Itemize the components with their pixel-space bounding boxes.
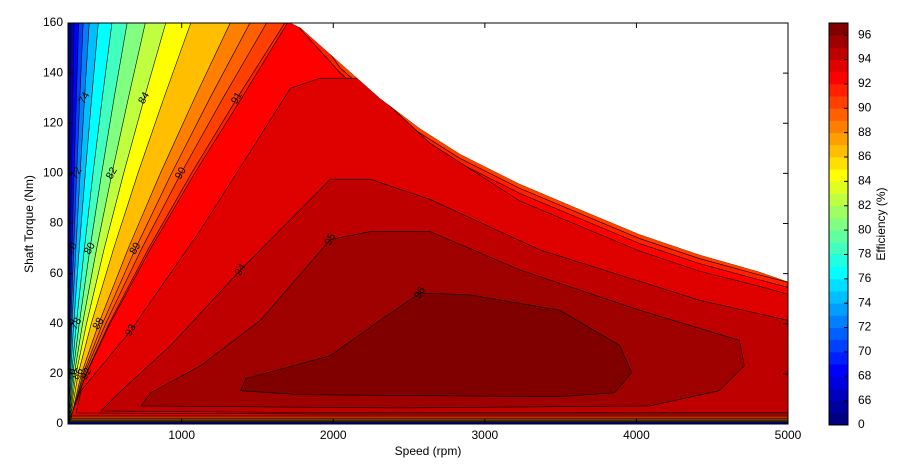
colorbar-band xyxy=(829,254,848,268)
colorbar-band xyxy=(829,242,848,255)
contour-label: 72 xyxy=(68,165,84,181)
colorbar-tick-label: 72 xyxy=(858,320,872,334)
contour-label: 74 xyxy=(76,90,92,106)
colorbar-band xyxy=(829,71,848,85)
colorbar-band xyxy=(829,108,848,121)
x-tick-label: 4000 xyxy=(623,428,650,442)
contour-fill-group xyxy=(68,23,788,424)
colorbar-band xyxy=(829,181,848,194)
contour-label: 88 xyxy=(90,315,106,331)
y-tick-label: 80 xyxy=(50,216,64,230)
x-axis-label: Speed (rpm) xyxy=(395,444,462,458)
y-tick-label: 100 xyxy=(43,166,63,180)
colorbar-tick-label: 84 xyxy=(858,174,872,188)
x-tick-label: 3000 xyxy=(471,428,498,442)
colorbar-band xyxy=(829,230,848,243)
colorbar-band xyxy=(829,132,848,146)
colorbar-band xyxy=(829,47,848,60)
colorbar-band xyxy=(829,351,848,365)
contour-label: 90 xyxy=(173,165,189,181)
contour-region xyxy=(240,292,632,397)
contour-label: 91 xyxy=(229,90,245,106)
colorbar-tick-label: 82 xyxy=(858,198,872,212)
colorbar-tick-label: 70 xyxy=(858,344,872,358)
colorbar-tick-label: 0 xyxy=(858,417,865,431)
colorbar-band xyxy=(829,83,848,97)
contour-label: 93 xyxy=(123,322,139,338)
x-tick-label: 2000 xyxy=(320,428,347,442)
colorbar-tick-label: 74 xyxy=(858,295,872,309)
colorbar-band xyxy=(829,59,848,73)
colorbar-band xyxy=(829,291,848,304)
y-tick-label: 20 xyxy=(50,366,64,380)
colorbar-band xyxy=(829,157,848,170)
colorbar-band xyxy=(829,412,848,426)
colorbar-band xyxy=(829,400,848,414)
contour-label: 86 xyxy=(70,366,86,382)
colorbar-tick-label: 78 xyxy=(858,247,872,261)
colorbar-band xyxy=(829,217,848,231)
colorbar-band xyxy=(829,120,848,134)
contour-label: 94 xyxy=(232,262,248,278)
colorbar-tick-label: 76 xyxy=(858,271,872,285)
colorbar-band xyxy=(829,339,848,353)
colorbar-band xyxy=(829,266,848,280)
colorbar-tick-label: 86 xyxy=(858,149,872,163)
contour-label: 84 xyxy=(136,90,152,106)
colorbar-band xyxy=(829,96,848,109)
colorbar-band xyxy=(829,327,848,341)
colorbar-frame xyxy=(828,22,849,426)
colorbar-band xyxy=(829,278,848,292)
contour-label: 92 xyxy=(78,366,94,382)
x-tick-label: 1000 xyxy=(168,428,195,442)
y-tick-label: 120 xyxy=(43,115,63,129)
colorbar-tick-label: 90 xyxy=(858,100,872,114)
y-tick-label: 60 xyxy=(50,266,64,280)
colorbar-band xyxy=(829,388,848,402)
colorbar-band xyxy=(829,35,848,48)
contour-label: 96 xyxy=(412,285,428,301)
colorbar-band xyxy=(829,205,848,219)
contour-label: 76 xyxy=(62,366,78,382)
y-tick-label: 160 xyxy=(43,15,63,29)
x-tick-label: 5000 xyxy=(775,428,802,442)
colorbar-band xyxy=(829,315,848,328)
contour-label: 95 xyxy=(322,231,338,247)
colorbar-band xyxy=(829,364,848,377)
colorbar-label: Efficiency (%) xyxy=(874,187,888,260)
colorbar-tick-label: 88 xyxy=(858,125,872,139)
y-tick-label: 140 xyxy=(43,65,63,79)
colorbar-band xyxy=(829,376,848,389)
colorbar-tick-label: 92 xyxy=(858,76,872,90)
contour-label: 70 xyxy=(64,240,80,256)
y-tick-label: 0 xyxy=(56,416,63,430)
colorbar-tick-label: 68 xyxy=(858,368,872,382)
contour-label: 82 xyxy=(104,165,120,181)
colorbar-tick-label: 94 xyxy=(858,52,872,66)
colorbar-band xyxy=(829,144,848,158)
contour-label: 78 xyxy=(68,315,84,331)
colorbar-band xyxy=(829,23,848,36)
contour-label: 89 xyxy=(127,240,143,256)
colorbar-band xyxy=(829,303,848,316)
colorbar-tick-label: 80 xyxy=(858,222,872,236)
colorbar-band xyxy=(829,193,848,207)
colorbar-band xyxy=(829,169,848,182)
y-tick-label: 40 xyxy=(50,316,64,330)
colorbar-tick-label: 66 xyxy=(858,393,872,407)
y-axis-label: Shaft Torque (Nm) xyxy=(22,175,36,273)
colorbar-tick-label: 96 xyxy=(858,27,872,41)
contour-label: 80 xyxy=(82,240,98,256)
